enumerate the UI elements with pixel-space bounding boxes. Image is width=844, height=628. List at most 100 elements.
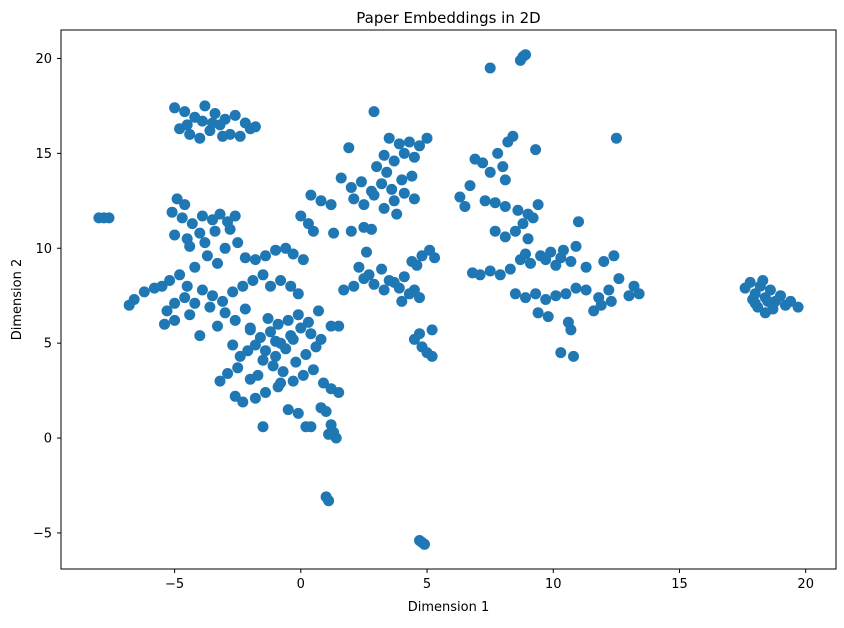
data-point: [270, 335, 282, 347]
data-point: [757, 275, 769, 286]
data-point: [260, 250, 271, 262]
data-point: [297, 254, 309, 266]
y-axis-label: Dimension 2: [10, 259, 25, 341]
data-point: [287, 375, 299, 387]
data-point: [217, 295, 229, 307]
data-point: [232, 237, 244, 249]
data-point: [249, 339, 261, 351]
data-point: [378, 202, 390, 214]
data-point: [764, 284, 776, 296]
data-point: [338, 284, 350, 296]
data-point: [196, 115, 208, 127]
data-point: [494, 269, 506, 281]
data-point: [775, 290, 786, 302]
data-point: [292, 407, 304, 419]
data-point: [792, 301, 804, 313]
data-point: [593, 292, 605, 304]
data-point: [249, 392, 261, 404]
data-point: [171, 193, 183, 205]
data-point: [540, 294, 552, 305]
data-point: [295, 322, 307, 334]
data-point: [219, 307, 231, 319]
data-point: [603, 284, 615, 296]
data-point: [555, 347, 567, 359]
data-point: [287, 248, 299, 260]
data-point: [429, 252, 441, 264]
data-point: [323, 428, 335, 440]
data-point: [257, 421, 269, 433]
data-point: [520, 248, 531, 260]
data-point: [414, 292, 425, 304]
data-point: [244, 324, 256, 336]
data-point: [530, 288, 542, 300]
data-point: [378, 284, 390, 296]
data-point: [302, 316, 314, 328]
data-point: [300, 349, 312, 360]
data-point: [353, 261, 365, 273]
data-point: [391, 208, 403, 220]
data-point: [297, 369, 309, 381]
data-point: [249, 254, 261, 266]
data-point: [184, 128, 196, 140]
data-point: [623, 290, 635, 302]
data-point: [368, 189, 380, 201]
data-point: [194, 132, 206, 144]
data-point: [232, 362, 244, 374]
data-point: [381, 166, 393, 178]
data-point: [484, 166, 496, 178]
data-point: [492, 147, 504, 159]
data-point: [247, 275, 259, 286]
data-point: [484, 62, 496, 74]
y-tick-label: 20: [35, 52, 52, 67]
data-point: [608, 250, 620, 262]
data-point: [527, 212, 539, 224]
data-point: [557, 244, 569, 256]
data-point: [267, 360, 279, 372]
data-point: [386, 183, 398, 195]
data-point: [504, 263, 516, 275]
data-point: [179, 292, 191, 304]
data-point: [310, 341, 322, 353]
data-point: [242, 345, 254, 357]
data-point: [464, 180, 476, 192]
axes-frame: [60, 29, 837, 570]
data-point: [396, 174, 408, 186]
data-point: [196, 284, 208, 296]
x-axis-label: Dimension 1: [408, 600, 490, 615]
data-point: [307, 225, 319, 237]
data-point: [376, 263, 388, 275]
data-point: [201, 250, 213, 262]
data-point: [239, 252, 251, 264]
data-point: [477, 157, 489, 169]
data-point: [194, 227, 206, 239]
data-point: [280, 242, 292, 254]
data-point: [257, 354, 269, 366]
data-point: [272, 318, 284, 330]
data-point: [265, 326, 276, 338]
data-point: [335, 172, 347, 184]
y-tick-label: 10: [35, 242, 52, 257]
data-point: [408, 151, 420, 163]
data-point: [396, 295, 408, 307]
x-tick-label: −5: [165, 577, 184, 592]
data-point: [207, 214, 218, 226]
data-point: [550, 290, 562, 302]
data-point: [179, 199, 191, 211]
data-point: [186, 218, 198, 230]
data-point: [376, 178, 388, 190]
data-point: [328, 227, 340, 239]
data-point: [393, 282, 405, 294]
data-point: [598, 256, 610, 267]
data-point: [573, 216, 584, 228]
data-point: [398, 147, 410, 159]
data-point: [179, 106, 191, 118]
data-point: [234, 350, 246, 362]
data-point: [368, 278, 380, 290]
data-point: [383, 132, 395, 144]
data-point: [315, 195, 327, 207]
y-tick-label: 15: [35, 147, 52, 162]
data-point: [207, 117, 218, 129]
data-point: [749, 297, 761, 309]
